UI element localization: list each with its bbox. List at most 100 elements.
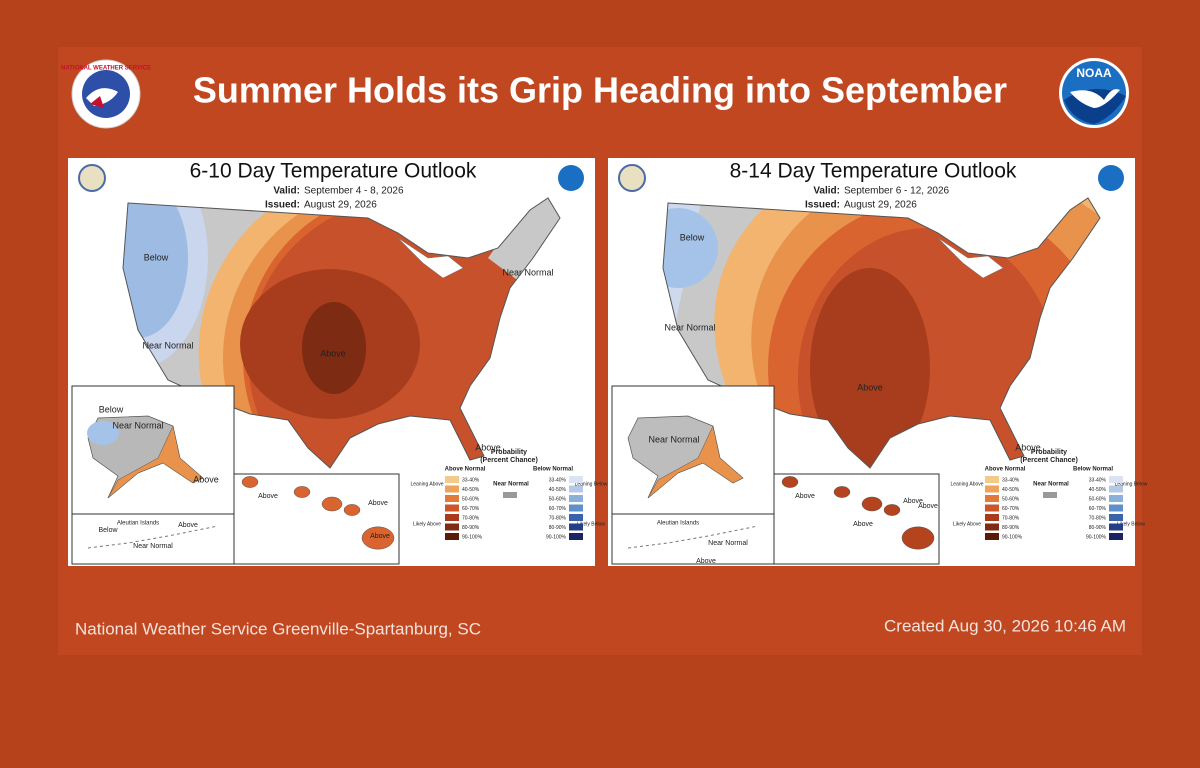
- aleutian-islands: [627, 525, 759, 549]
- legend-range: 60-70%: [549, 506, 567, 512]
- legend-range: 70-80%: [1002, 515, 1020, 521]
- near-normal-region: [488, 198, 560, 288]
- hawaii-island: [833, 486, 851, 498]
- aleutian-label: Above: [696, 558, 716, 565]
- legend-swatch-above: [445, 523, 459, 531]
- alaska-below: [87, 421, 119, 445]
- aleutian-islands: [87, 525, 219, 549]
- legend-range: 80-90%: [549, 525, 567, 531]
- issued-date: August 29, 2026: [304, 200, 377, 211]
- legend-range: 50-60%: [1089, 496, 1107, 502]
- valid-date: September 4 - 8, 2026: [304, 186, 404, 197]
- noaa-seal: [558, 165, 584, 191]
- legend-range: 40-50%: [462, 487, 480, 493]
- legend-range: 60-70%: [462, 506, 480, 512]
- hawaii-island: [883, 504, 901, 516]
- legend-leaning-below: Leaning Below: [1115, 481, 1148, 487]
- map-label: Above: [857, 382, 883, 392]
- aleutian-title: Aleutian Islands: [117, 521, 159, 527]
- aleutian-inset: [71, 513, 235, 565]
- legend-swatch-above: [985, 495, 999, 502]
- doc-seal: [618, 164, 646, 192]
- alaska-label: Below: [99, 404, 124, 414]
- legend-swatch-below: [569, 533, 583, 540]
- legend-above-heading: Above Normal: [445, 467, 486, 473]
- legend-swatch-below: [569, 523, 583, 531]
- map-label: Near Normal: [502, 267, 553, 277]
- outlook-panel: 6-10 Day Temperature Outlook Valid: Septem…: [68, 158, 608, 566]
- aleutian-title: Aleutian Islands: [657, 521, 699, 527]
- legend-leaning-above: Leaning Above: [950, 481, 983, 487]
- legend-swatch-below: [1109, 514, 1123, 521]
- footer-right: Created Aug 30, 2026 10:46 AM: [884, 616, 1126, 635]
- legend-swatch-above: [445, 533, 459, 540]
- legend-swatch-below: [1109, 523, 1123, 531]
- noaa-logo: [1059, 58, 1129, 128]
- hawaii-island: [321, 496, 343, 512]
- issued-label: Issued:: [805, 200, 840, 211]
- hawaii-label: Above: [795, 493, 815, 500]
- hawaii-label: Above: [258, 493, 278, 500]
- hawaii-label: Above: [368, 500, 388, 507]
- legend-range: 50-60%: [1002, 496, 1020, 502]
- legend-above-heading: Above Normal: [985, 467, 1026, 473]
- valid-label: Valid:: [813, 186, 840, 197]
- nws-logo-text: NATIONAL WEATHER SERVICE: [61, 66, 151, 72]
- above-region: [810, 268, 930, 468]
- legend-range: 80-90%: [1002, 525, 1020, 531]
- legend-swatch-above: [445, 495, 459, 502]
- legend-below-heading: Below Normal: [533, 467, 573, 473]
- legend-title: Probability: [491, 449, 527, 456]
- hawaii-island: [241, 476, 259, 488]
- legend-range: 90-100%: [1002, 534, 1023, 540]
- below-region: [663, 208, 718, 288]
- legend-likely-above: Likely Above: [953, 521, 981, 527]
- aleutian-label: Above: [178, 522, 198, 529]
- great-lakes: [397, 237, 464, 279]
- noaa-seal: [1098, 165, 1124, 191]
- above-region: [302, 302, 366, 394]
- legend-range: 90-100%: [546, 534, 567, 540]
- legend-range: 50-60%: [549, 496, 567, 502]
- hawaii-island: [781, 476, 799, 488]
- noaa-logo-text: NOAA: [1076, 66, 1112, 80]
- legend-swatch-above: [985, 504, 999, 512]
- map-label: Below: [680, 232, 705, 242]
- legend-range: 70-80%: [549, 515, 567, 521]
- valid-label: Valid:: [273, 186, 300, 197]
- map-label: Above: [1015, 442, 1041, 452]
- legend-range: 90-100%: [1086, 534, 1107, 540]
- us-outline: [662, 197, 1101, 469]
- legend-swatch-above: [985, 514, 999, 521]
- legend-likely-below: Likely Below: [577, 521, 605, 527]
- legend-swatch-below: [1109, 485, 1123, 493]
- legend-leaning-below: Leaning Below: [575, 481, 608, 487]
- legend-range: 40-50%: [1089, 487, 1107, 493]
- legend-range: 40-50%: [1002, 487, 1020, 493]
- title: Summer Holds its Grip Heading into Septe…: [193, 70, 1007, 111]
- doc-seal: [78, 164, 106, 192]
- alaska-above: [107, 425, 204, 499]
- hawaii-island: [901, 526, 935, 550]
- legend-swatch-below: [569, 504, 583, 512]
- hawaii-label: Above: [903, 498, 923, 505]
- legend-range: 70-80%: [462, 515, 480, 521]
- legend-range: 80-90%: [1089, 525, 1107, 531]
- legend-swatch-above: [985, 523, 999, 531]
- hawaii-label: Above: [853, 521, 873, 528]
- aleutian-label: Near Normal: [133, 543, 173, 550]
- legend: Probability(Percent Chance) Above Normal B…: [410, 449, 607, 540]
- aleutian-label: Near Normal: [708, 540, 748, 547]
- panel-title: 8-14 Day Temperature Outlook: [730, 160, 1017, 183]
- alaska-label: Near Normal: [648, 434, 699, 444]
- legend-below-heading: Below Normal: [1073, 467, 1113, 473]
- aleutian-label: Below: [98, 527, 118, 534]
- issued-date: August 29, 2026: [844, 200, 917, 211]
- legend-range: 33-40%: [1002, 477, 1020, 483]
- legend-swatch-below: [1109, 533, 1123, 540]
- legend-range: 70-80%: [1089, 515, 1107, 521]
- great-lakes: [937, 237, 1004, 279]
- map-label: Near Normal: [664, 322, 715, 332]
- legend-range: 33-40%: [462, 477, 480, 483]
